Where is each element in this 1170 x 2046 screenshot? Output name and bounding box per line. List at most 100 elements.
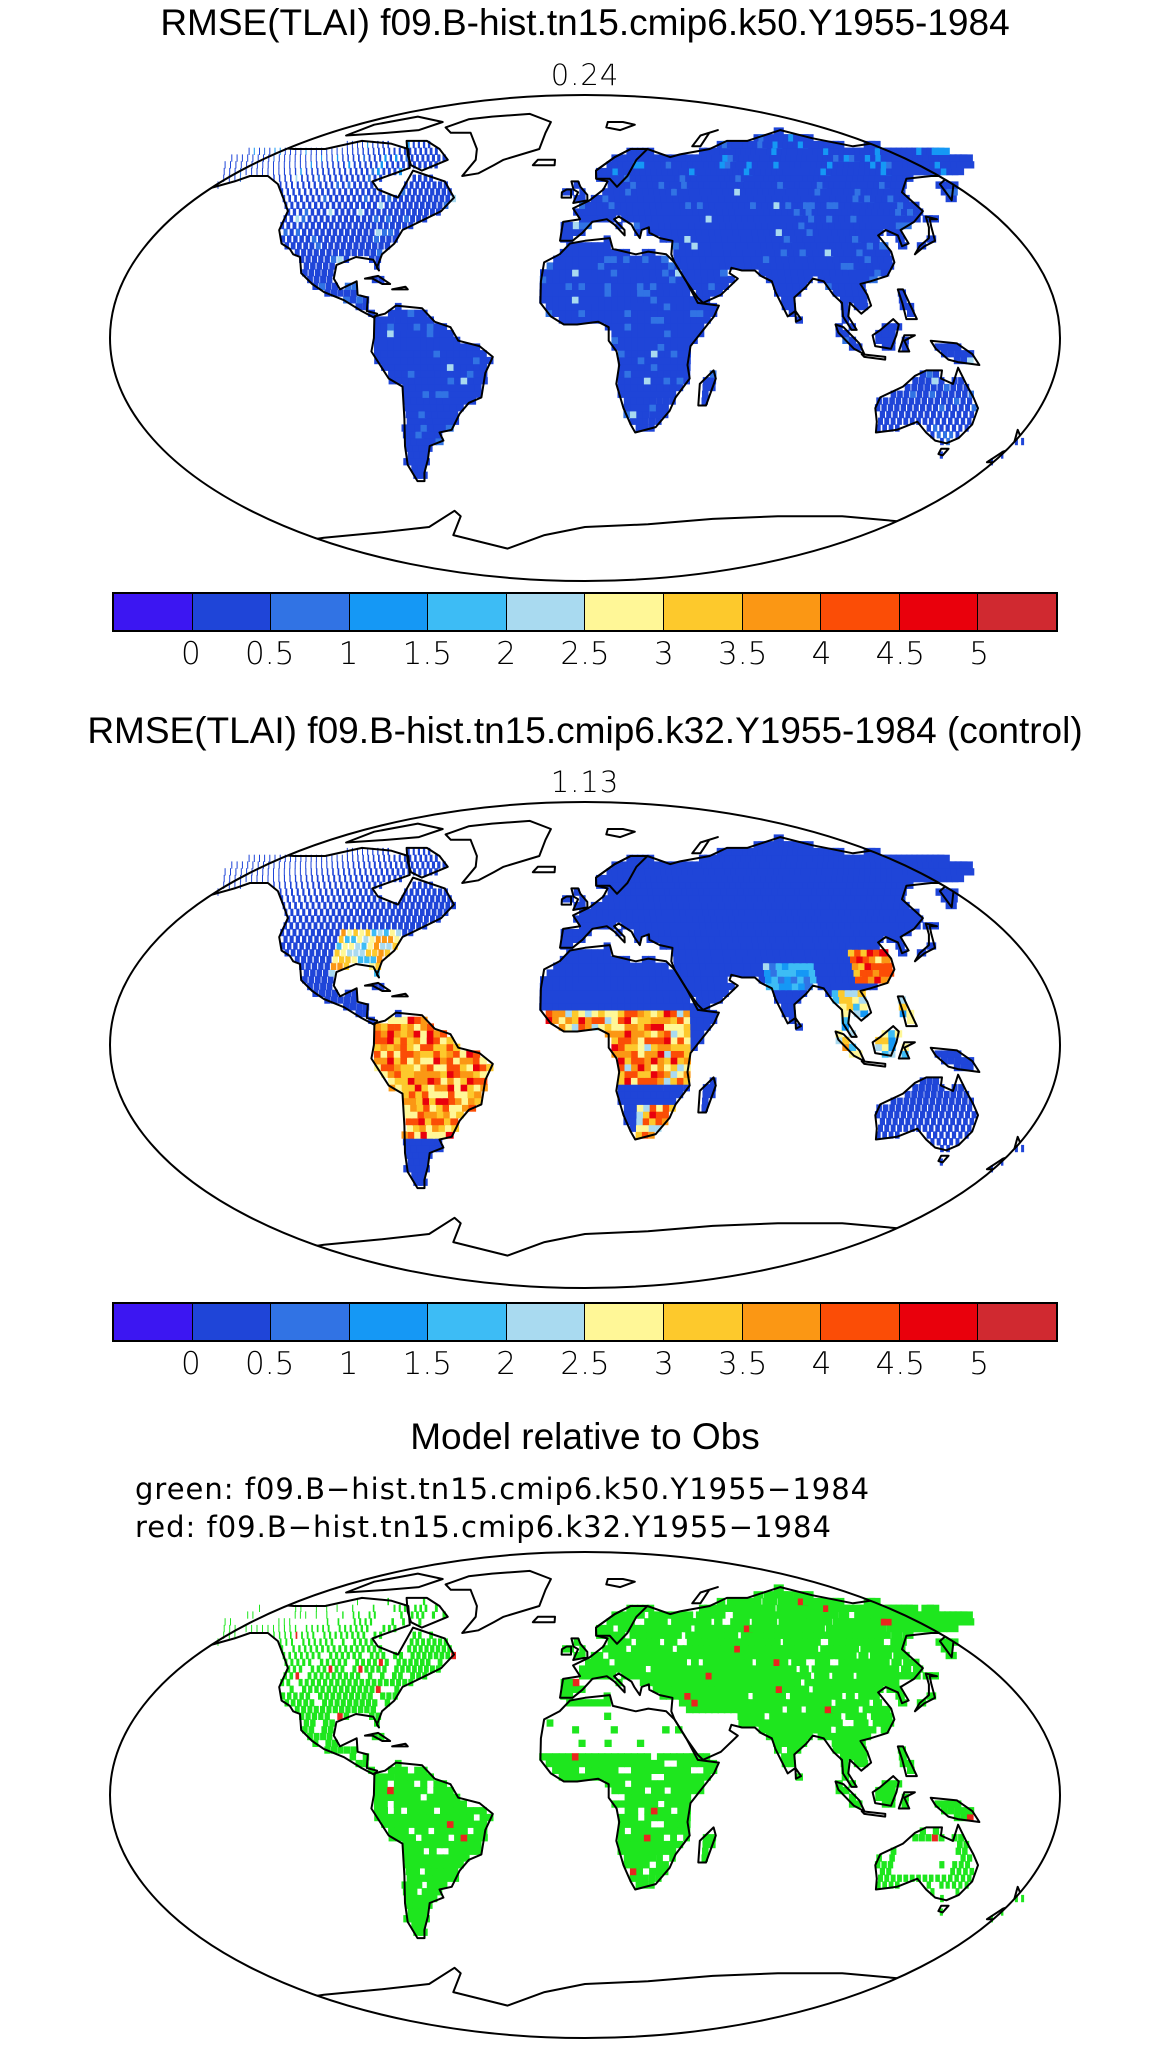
coastline-svalbard xyxy=(605,1578,636,1589)
coastline-sriLanka xyxy=(794,1767,802,1780)
coastline-greenland xyxy=(444,1569,552,1634)
coastline-hispaniola xyxy=(391,992,409,998)
coastline-britain xyxy=(570,180,589,204)
coastline-southAmerica xyxy=(370,1011,494,1190)
coastline-baffin xyxy=(405,846,449,879)
coastline-newGuinea xyxy=(929,1796,981,1823)
panel2-title: RMSE(TLAI) f09.B-hist.tn15.cmip6.k32.Y19… xyxy=(87,710,1083,751)
colorbar-tick-label: 3 xyxy=(653,636,674,672)
coastline-japan xyxy=(913,1672,938,1713)
colorbar-swatch xyxy=(114,1304,193,1340)
coastline-madagascar xyxy=(697,1826,717,1864)
coastline-novayaZemlya xyxy=(691,129,719,148)
panel1-colorbar xyxy=(112,592,1058,632)
coastline-sulawesi xyxy=(897,1791,916,1810)
colorbar-tick-label: 4.5 xyxy=(875,1346,925,1382)
colorbar-tick-label: 1.5 xyxy=(402,1346,452,1382)
panel1-title: RMSE(TLAI) f09.B-hist.tn15.cmip6.k50.Y19… xyxy=(160,2,1010,43)
coastline-eurasia xyxy=(559,836,975,1038)
comparison-title: Model relative to Obs xyxy=(410,1416,760,1457)
panel1-map xyxy=(109,94,1061,582)
coastline-svalbard xyxy=(605,121,636,132)
comparison-legend-red: red: f09.B−hist.tn15.cmip6.k32.Y1955−198… xyxy=(135,1510,832,1544)
colorbar-tick-label: 4 xyxy=(811,636,832,672)
colorbar-swatch xyxy=(506,594,586,630)
coastline-britain xyxy=(570,1637,589,1661)
coastline-java xyxy=(860,353,887,361)
coastline-philippines xyxy=(896,1745,918,1778)
coastline-southAmerica xyxy=(370,304,494,483)
coastline-australia xyxy=(874,366,979,445)
coastline-britain xyxy=(570,887,589,911)
coastline-greenland xyxy=(444,819,552,884)
coastline-africa xyxy=(539,944,720,1141)
coastline-ireland xyxy=(560,895,573,906)
coastline-northAmerica xyxy=(204,1596,455,1776)
coastline-eurasia xyxy=(559,129,975,331)
coastline-scandinaviaFix xyxy=(595,148,649,188)
coastline-australia xyxy=(874,1073,979,1152)
coastline-arcticIsles xyxy=(345,115,444,137)
colorbar-swatch xyxy=(349,1304,429,1340)
panel2-map xyxy=(109,801,1061,1289)
colorbar-swatch xyxy=(899,594,979,630)
colorbar-swatch xyxy=(742,1304,822,1340)
colorbar-tick-label: 0 xyxy=(180,1346,201,1382)
colorbar-tick-label: 2 xyxy=(496,1346,517,1382)
colorbar-swatch xyxy=(978,1304,1056,1340)
coastline-philippines xyxy=(896,288,918,321)
colorbar-swatch xyxy=(192,594,272,630)
coastline-iceland xyxy=(531,158,556,167)
coastline-arcticIsles xyxy=(345,1572,444,1594)
coastline-borneo xyxy=(871,318,900,350)
colorbar-swatch xyxy=(821,594,900,630)
coastline-scandinaviaFix xyxy=(595,1605,649,1645)
colorbar-tick-label: 5 xyxy=(969,636,990,672)
colorbar-tick-label: 4.5 xyxy=(875,636,925,672)
colorbar-swatch xyxy=(349,594,429,630)
gridded-field xyxy=(217,1584,1025,1936)
panel2-colorbar xyxy=(112,1302,1058,1342)
coastline-tasmania xyxy=(937,1904,950,1914)
coastline-philippines xyxy=(896,995,918,1028)
colorbar-swatch xyxy=(899,1304,979,1340)
comparison-legend-green: green: f09.B−hist.tn15.cmip6.k50.Y1955−1… xyxy=(135,1472,871,1506)
colorbar-swatch xyxy=(821,1304,900,1340)
colorbar-tick-label: 2.5 xyxy=(560,1346,610,1382)
colorbar-swatch xyxy=(506,1304,586,1340)
coastline-madagascar xyxy=(697,1076,717,1114)
coastline-northAmerica xyxy=(204,846,455,1026)
coastline-novayaZemlya xyxy=(691,836,719,855)
colorbar-swatch xyxy=(428,594,507,630)
colorbar-tick-label: 1 xyxy=(338,1346,359,1382)
colorbar-swatch xyxy=(192,1304,272,1340)
coastline-japan xyxy=(913,922,938,963)
coastline-svalbard xyxy=(605,828,636,839)
coastline-java xyxy=(860,1060,887,1068)
coastline-baffin xyxy=(405,139,449,172)
coastline-sulawesi xyxy=(897,1041,916,1060)
colorbar-swatch xyxy=(428,1304,507,1340)
map-frame xyxy=(109,94,1061,582)
coastline-iceland xyxy=(531,1615,556,1624)
colorbar-tick-label: 0 xyxy=(180,636,201,672)
coastline-arcticIsles xyxy=(345,822,444,844)
colorbar-swatch xyxy=(114,594,193,630)
coastline-greenland xyxy=(444,112,552,177)
coastline-tasmania xyxy=(937,1154,950,1164)
colorbar-swatch xyxy=(271,594,350,630)
colorbar-swatch xyxy=(271,1304,350,1340)
colorbar-swatch xyxy=(742,594,822,630)
coastline-sriLanka xyxy=(794,310,802,323)
coastline-iceland xyxy=(531,865,556,874)
colorbar-swatch xyxy=(585,1304,665,1340)
colorbar-tick-label: 5 xyxy=(969,1346,990,1382)
coastline-cuba xyxy=(363,274,392,285)
panel2-subtitle: 1.13 xyxy=(550,765,620,799)
coastline-tasmania xyxy=(937,447,950,457)
comparison-map xyxy=(109,1551,1061,2039)
coastline-sulawesi xyxy=(897,334,916,353)
colorbar-tick-label: 3.5 xyxy=(718,1346,768,1382)
panel2-colorbar-ticks: 0 0.5 1 1.5 2 2.5 3 3.5 4 4.5 5 xyxy=(112,1346,1058,1382)
coastline-hispaniola xyxy=(391,1742,409,1748)
